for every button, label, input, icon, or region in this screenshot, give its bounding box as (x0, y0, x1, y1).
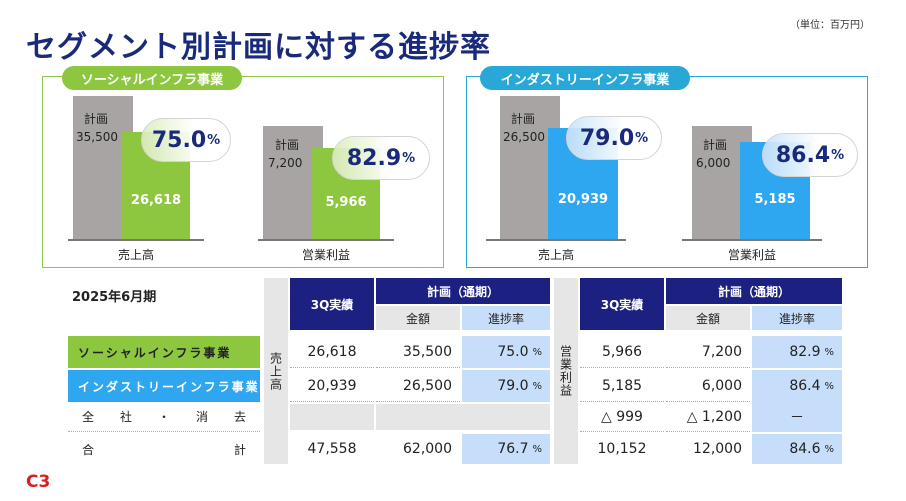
industry-sales-axis (486, 239, 626, 241)
social-profit-actual-value: 5,966 (325, 195, 367, 210)
profit-rate-social: 82.9% (752, 336, 842, 368)
profit-actual-header: 3Q実績 (580, 278, 664, 330)
row-label-industry: インダストリーインフラ事業 (68, 370, 260, 402)
industry-profit-plan-label: 計画 (703, 138, 728, 152)
label-char: 全 (82, 410, 95, 424)
sales-plan-total: 62,000 (403, 441, 452, 457)
sales-rate-total: 76.7% (462, 434, 550, 464)
industry-sales-plan-value: 26,500 (503, 130, 545, 144)
sales-rate-header: 進捗率 (462, 306, 550, 330)
row-label-social: ソーシャルインフラ事業 (68, 336, 260, 368)
industry-sales-plan-label: 計画 (511, 112, 536, 126)
rate-percent: % (532, 443, 542, 455)
social-infra-label: ソーシャルインフラ事業 (62, 66, 242, 90)
profit-rate-elimination: － (752, 402, 842, 432)
industry-profit-axis (682, 239, 822, 241)
social-profit-rate-bubble: 82.9% (332, 136, 430, 180)
sales-actual-total: 47,558 (307, 441, 357, 457)
rate-value: 86.4 (789, 378, 821, 394)
industry-infra-label: インダストリーインフラ事業 (480, 66, 690, 90)
industry-profit-actual-value: 5,185 (754, 192, 796, 207)
social-sales-actual-value: 26,618 (130, 193, 182, 208)
label-char: 去 (233, 410, 246, 424)
profit-plan-total: 12,000 (693, 441, 742, 457)
social-profit-axis (258, 239, 394, 241)
rate-percent: % (635, 130, 649, 146)
sales-plan-industry: 26,500 (376, 370, 460, 402)
profit-rate-header: 進捗率 (752, 306, 842, 330)
sales-actual-elimination (290, 404, 374, 430)
rate-value: 76.7 (497, 441, 529, 457)
sales-amount-header: 金額 (376, 306, 460, 330)
social-profit-plan-label: 計画 (275, 138, 300, 152)
sales-group-text: 売上高 (268, 351, 283, 391)
row-label-total: 合 計 (68, 434, 260, 464)
social-sales-plan-value: 35,500 (76, 130, 118, 144)
sales-plan-elimination (376, 404, 550, 430)
label-char: 社 (119, 410, 132, 424)
social-sales-category: 売上高 (117, 248, 154, 262)
social-sales-axis (68, 239, 204, 241)
profit-actual-industry: 5,185 (580, 370, 664, 402)
industry-sales-category: 売上高 (537, 248, 574, 262)
profit-actual-social: 5,966 (580, 336, 664, 368)
label-char: ・ (157, 410, 170, 424)
rate-percent: % (824, 380, 834, 392)
industry-profit-category: 営業利益 (727, 248, 776, 262)
industry-profit-rate-bubble: 86.4% (762, 133, 858, 177)
company-logo: C3 (26, 472, 51, 492)
rate-percent: % (402, 150, 416, 166)
industry-sales-actual-value: 20,939 (557, 192, 609, 207)
profit-rate-total: 84.6% (752, 434, 842, 464)
label-char: 消 (195, 410, 208, 424)
sales-actual-industry: 20,939 (290, 370, 374, 402)
industry-sales-rate-bubble: 79.0% (566, 116, 662, 160)
social-profit-category: 営業利益 (301, 248, 350, 262)
social-sales-rate-bubble: 75.0% (141, 118, 231, 162)
profit-group-text: 営業利益 (558, 345, 573, 397)
profit-plan-industry: 6,000 (666, 370, 750, 402)
rate-percent: % (207, 132, 221, 148)
rate-percent: % (831, 147, 845, 163)
profit-actual-total: 10,152 (597, 441, 647, 457)
sales-rate-social: 75.0% (462, 336, 550, 368)
social-sales-plan-label: 計画 (84, 112, 109, 126)
rate-number: 75.0 (151, 127, 207, 153)
profit-plan-social: 7,200 (666, 336, 750, 368)
row-label-elimination: 全 社 ・ 消 去 (68, 402, 260, 432)
rate-value: 84.6 (789, 441, 821, 457)
rate-percent: % (824, 443, 834, 455)
unit-note: （単位：百万円） (790, 20, 870, 31)
social-profit-plan-value: 7,200 (268, 156, 303, 170)
sales-plan-header: 計画（通期） (376, 278, 550, 304)
rate-value: 79.0 (497, 378, 529, 394)
sales-actual-header: 3Q実績 (290, 278, 374, 330)
industry-profit-plan-value: 6,000 (696, 156, 731, 170)
rate-value: 75.0 (497, 344, 529, 360)
fiscal-period: 2025年6月期 (72, 290, 157, 305)
profit-plan-header: 計画（通期） (666, 278, 842, 304)
sales-group-label: 売上高 (264, 278, 288, 464)
rate-percent: % (532, 380, 542, 392)
profit-group-label: 営業利益 (554, 278, 578, 464)
label-char: 計 (233, 442, 246, 457)
rate-value: 82.9 (789, 344, 821, 360)
rate-number: 82.9 (346, 145, 402, 171)
sales-plan-social: 35,500 (376, 336, 460, 368)
profit-amount-header: 金額 (666, 306, 750, 330)
rate-percent: % (532, 346, 542, 358)
profit-plan-elimination: △ 1,200 (666, 402, 750, 432)
rate-number: 79.0 (579, 125, 635, 151)
profit-rate-industry: 86.4% (752, 370, 842, 402)
sales-rate-industry: 79.0% (462, 370, 550, 402)
label-char: 合 (82, 442, 95, 457)
rate-number: 86.4 (775, 142, 831, 168)
rate-percent: % (824, 346, 834, 358)
page-title: セグメント別計画に対する進捗率 (26, 30, 491, 65)
profit-actual-elimination: △ 999 (580, 402, 664, 432)
sales-actual-social: 26,618 (290, 336, 374, 368)
